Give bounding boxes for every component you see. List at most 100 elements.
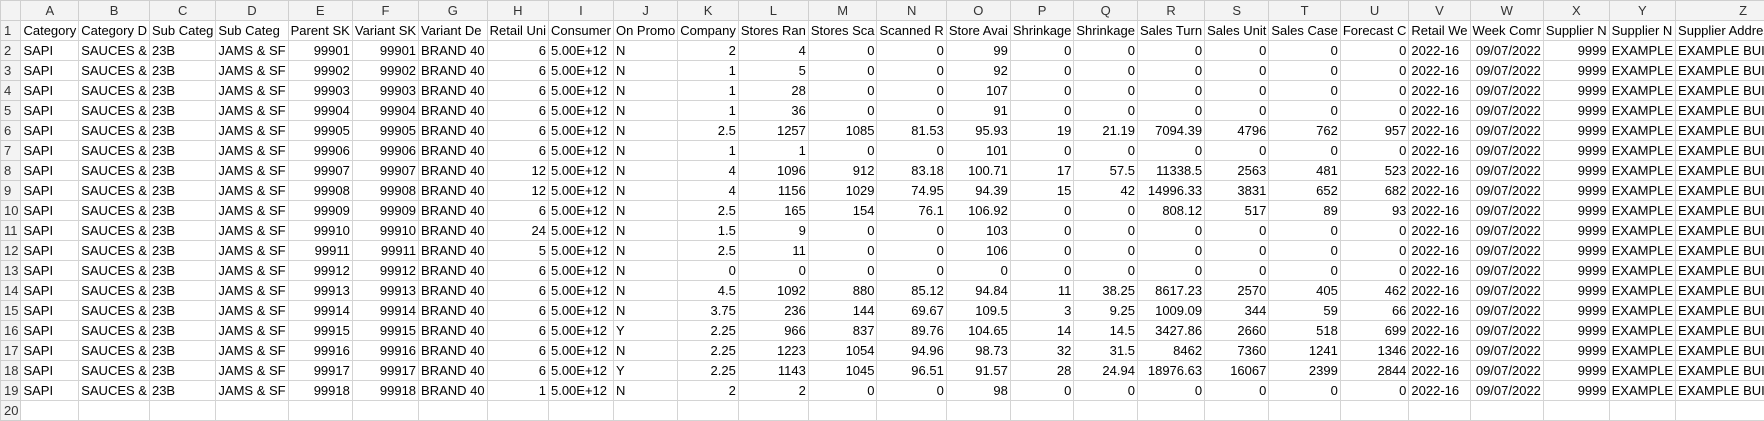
cell-a6[interactable]: SAPI <box>20 120 80 141</box>
row-header[interactable]: 10 <box>0 200 22 221</box>
cell-x5[interactable]: 9999 <box>1542 100 1610 121</box>
cell-s16[interactable]: 2660 <box>1204 320 1270 341</box>
cell-d14[interactable]: JAMS & SF <box>215 280 289 301</box>
cell-l2[interactable]: 4 <box>737 40 809 61</box>
cell-x17[interactable]: 9999 <box>1542 340 1610 361</box>
cell-m11[interactable]: 0 <box>807 220 878 241</box>
column-header-i[interactable]: I <box>547 0 614 21</box>
column-header-v[interactable]: V <box>1408 0 1471 21</box>
cell-e20[interactable] <box>287 400 353 421</box>
cell-v4[interactable]: 2022-16 <box>1408 80 1471 101</box>
row-header[interactable]: 1 <box>0 20 22 41</box>
cell-e1[interactable]: Parent SK <box>287 20 353 41</box>
cell-h16[interactable]: 6 <box>486 320 549 341</box>
cell-j14[interactable]: N <box>612 280 679 301</box>
cell-u3[interactable]: 0 <box>1339 60 1410 81</box>
cell-y15[interactable]: EXAMPLE <box>1608 300 1677 321</box>
cell-g8[interactable]: BRAND 40 <box>418 160 488 181</box>
cell-k20[interactable] <box>677 400 739 421</box>
cell-q3[interactable]: 0 <box>1073 60 1138 81</box>
cell-o1[interactable]: Store Avai <box>945 20 1011 41</box>
cell-w8[interactable]: 09/07/2022 <box>1469 160 1544 181</box>
cell-l3[interactable]: 5 <box>737 60 809 81</box>
cell-q12[interactable]: 0 <box>1073 240 1138 261</box>
cell-b12[interactable]: SAUCES & <box>78 240 150 261</box>
cell-l17[interactable]: 1223 <box>737 340 809 361</box>
cell-i6[interactable]: 5.00E+12 <box>547 120 614 141</box>
cell-j3[interactable]: N <box>612 60 679 81</box>
cell-v7[interactable]: 2022-16 <box>1408 140 1471 161</box>
cell-n4[interactable]: 0 <box>876 80 947 101</box>
cell-z8[interactable]: EXAMPLE BUILDING; <box>1675 160 1764 181</box>
cell-h7[interactable]: 6 <box>486 140 549 161</box>
cell-i4[interactable]: 5.00E+12 <box>547 80 614 101</box>
column-header-f[interactable]: F <box>351 0 420 21</box>
row-header[interactable]: 3 <box>0 60 22 81</box>
cell-i1[interactable]: Consumer <box>547 20 614 41</box>
column-header-x[interactable]: X <box>1542 0 1610 21</box>
cell-z20[interactable] <box>1675 400 1764 421</box>
cell-v15[interactable]: 2022-16 <box>1408 300 1471 321</box>
cell-n3[interactable]: 0 <box>876 60 947 81</box>
cell-q4[interactable]: 0 <box>1073 80 1138 101</box>
cell-f16[interactable]: 99915 <box>351 320 420 341</box>
cell-z1[interactable]: Supplier Address <box>1675 20 1764 41</box>
cell-e14[interactable]: 99913 <box>287 280 353 301</box>
cell-i12[interactable]: 5.00E+12 <box>547 240 614 261</box>
cell-z3[interactable]: EXAMPLE BUILDING; <box>1675 60 1764 81</box>
cell-d10[interactable]: JAMS & SF <box>215 200 289 221</box>
cell-c7[interactable]: 23B <box>148 140 217 161</box>
cell-c13[interactable]: 23B <box>148 260 217 281</box>
cell-e10[interactable]: 99909 <box>287 200 353 221</box>
cell-a19[interactable]: SAPI <box>20 380 80 401</box>
cell-a15[interactable]: SAPI <box>20 300 80 321</box>
cell-n12[interactable]: 0 <box>876 240 947 261</box>
cell-t2[interactable]: 0 <box>1268 40 1341 61</box>
cell-h17[interactable]: 6 <box>486 340 549 361</box>
cell-v9[interactable]: 2022-16 <box>1408 180 1471 201</box>
cell-f9[interactable]: 99908 <box>351 180 420 201</box>
cell-g16[interactable]: BRAND 40 <box>418 320 488 341</box>
cell-z2[interactable]: EXAMPLE BUILDING; <box>1675 40 1764 61</box>
cell-o16[interactable]: 104.65 <box>945 320 1011 341</box>
cell-f14[interactable]: 99913 <box>351 280 420 301</box>
cell-s8[interactable]: 2563 <box>1204 160 1270 181</box>
cell-p7[interactable]: 0 <box>1009 140 1075 161</box>
cell-d5[interactable]: JAMS & SF <box>215 100 289 121</box>
column-header-c[interactable]: C <box>148 0 217 21</box>
cell-r18[interactable]: 18976.63 <box>1136 360 1206 381</box>
cell-a17[interactable]: SAPI <box>20 340 80 361</box>
cell-s1[interactable]: Sales Unit <box>1204 20 1270 41</box>
cell-w3[interactable]: 09/07/2022 <box>1469 60 1544 81</box>
cell-j19[interactable]: N <box>612 380 679 401</box>
cell-r14[interactable]: 8617.23 <box>1136 280 1206 301</box>
cell-r11[interactable]: 0 <box>1136 220 1206 241</box>
cell-e4[interactable]: 99903 <box>287 80 353 101</box>
cell-k11[interactable]: 1.5 <box>677 220 739 241</box>
cell-t8[interactable]: 481 <box>1268 160 1341 181</box>
cell-c6[interactable]: 23B <box>148 120 217 141</box>
row-header[interactable]: 19 <box>0 380 22 401</box>
cell-v16[interactable]: 2022-16 <box>1408 320 1471 341</box>
cell-m14[interactable]: 880 <box>807 280 878 301</box>
row-header[interactable]: 7 <box>0 140 22 161</box>
cell-y2[interactable]: EXAMPLE <box>1608 40 1677 61</box>
cell-m15[interactable]: 144 <box>807 300 878 321</box>
cell-x4[interactable]: 9999 <box>1542 80 1610 101</box>
cell-y7[interactable]: EXAMPLE <box>1608 140 1677 161</box>
cell-k17[interactable]: 2.25 <box>677 340 739 361</box>
cell-p17[interactable]: 32 <box>1009 340 1075 361</box>
cell-l12[interactable]: 11 <box>737 240 809 261</box>
cell-q20[interactable] <box>1073 400 1138 421</box>
cell-w18[interactable]: 09/07/2022 <box>1469 360 1544 381</box>
cell-b20[interactable] <box>78 400 150 421</box>
cell-d19[interactable]: JAMS & SF <box>215 380 289 401</box>
cell-f19[interactable]: 99918 <box>351 380 420 401</box>
cell-g11[interactable]: BRAND 40 <box>418 220 488 241</box>
cell-a14[interactable]: SAPI <box>20 280 80 301</box>
cell-p3[interactable]: 0 <box>1009 60 1075 81</box>
cell-p16[interactable]: 14 <box>1009 320 1075 341</box>
cell-c11[interactable]: 23B <box>148 220 217 241</box>
cell-s10[interactable]: 517 <box>1204 200 1270 221</box>
cell-n15[interactable]: 69.67 <box>876 300 947 321</box>
